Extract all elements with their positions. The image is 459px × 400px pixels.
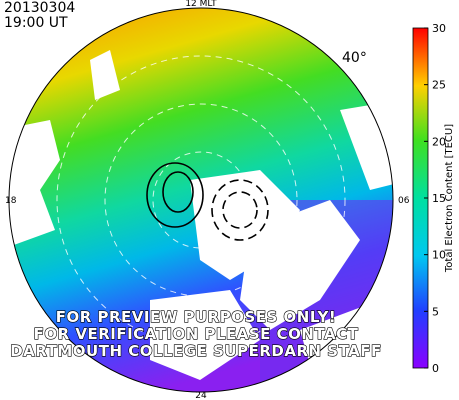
map-border [8, 7, 394, 393]
colorbar-tick-label: 5 [432, 305, 439, 318]
latitude-circles [56, 55, 346, 345]
mlt-bottom: 24 [195, 391, 207, 400]
mlt-top: 12 MLT [185, 0, 217, 9]
watermark-line: DARTMOUTH COLLEGE SUPERDARN STAFF [10, 342, 382, 360]
potential-contours [146, 162, 269, 241]
colorbar-tick-label: 25 [432, 79, 446, 92]
colorbar-label: Total Electron Content [TECU] [444, 124, 455, 273]
colorbar-tick-label: 15 [432, 192, 446, 205]
date: 20130304 [4, 0, 75, 16]
colorbar-tick-label: 30 [432, 22, 446, 35]
mlt-left: 18 [5, 196, 17, 206]
colorbar-tick-label: 20 [432, 135, 446, 148]
colorbar-tick-label: 10 [432, 249, 446, 262]
mlt-right: 06 [398, 196, 410, 206]
time: 19:00 UT [4, 15, 68, 31]
watermark-line: FOR PREVIEW PURPOSES ONLY! [56, 308, 337, 326]
watermark-line: FOR VERIFICATION PLEASE CONTACT [34, 325, 359, 343]
latitude-label: 40° [342, 50, 367, 66]
colorbar-tick-label: 0 [432, 362, 439, 375]
